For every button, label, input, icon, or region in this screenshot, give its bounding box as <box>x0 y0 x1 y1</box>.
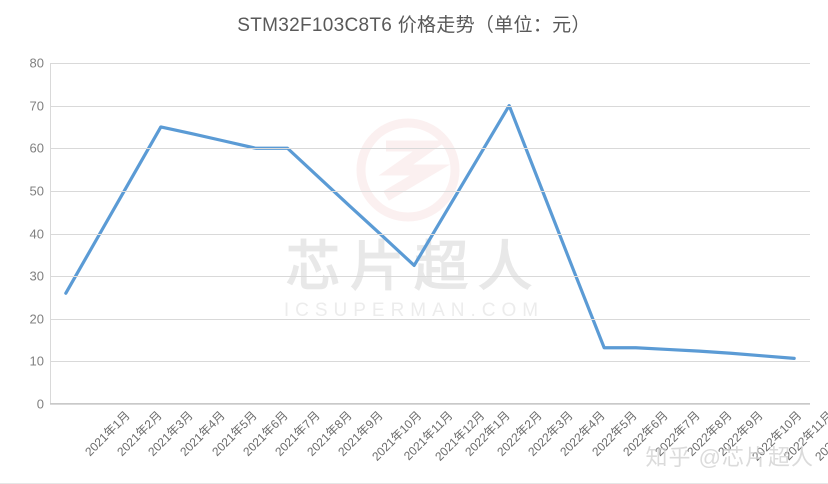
y-axis-tick-label: 40 <box>29 226 44 241</box>
gridline <box>50 105 810 107</box>
gridline <box>50 361 810 363</box>
series-line <box>64 104 796 360</box>
x-axis-line <box>50 403 810 404</box>
price-series-line <box>64 104 796 360</box>
x-axis: 2021年1月 2021年2月 2021年3月 2021年4月 2021年5月 2021年… <box>50 404 828 484</box>
chart-title: STM32F103C8T6 价格走势（单位：元） <box>237 15 591 36</box>
y-axis-tick-label: 10 <box>29 353 44 369</box>
gridline <box>50 148 810 150</box>
y-axis-tick-label: 60 <box>29 140 44 156</box>
gridline <box>50 404 810 405</box>
plot-area <box>50 63 810 405</box>
y-axis-tick-label: 50 <box>29 183 44 199</box>
y-axis-tick-label: 30 <box>29 268 44 284</box>
y-axis-tick-label: 20 <box>29 311 44 327</box>
y-axis-tick-label: 70 <box>29 98 44 114</box>
gridline <box>50 190 810 192</box>
gridline <box>50 63 810 64</box>
y-axis: 0 10 20 30 40 50 60 70 80 <box>0 56 44 412</box>
y-axis-tick-label: 0 <box>36 396 44 412</box>
gridline <box>50 276 810 278</box>
gridline <box>50 233 810 235</box>
y-axis-tick-label: 80 <box>29 55 44 71</box>
gridline <box>50 318 810 320</box>
